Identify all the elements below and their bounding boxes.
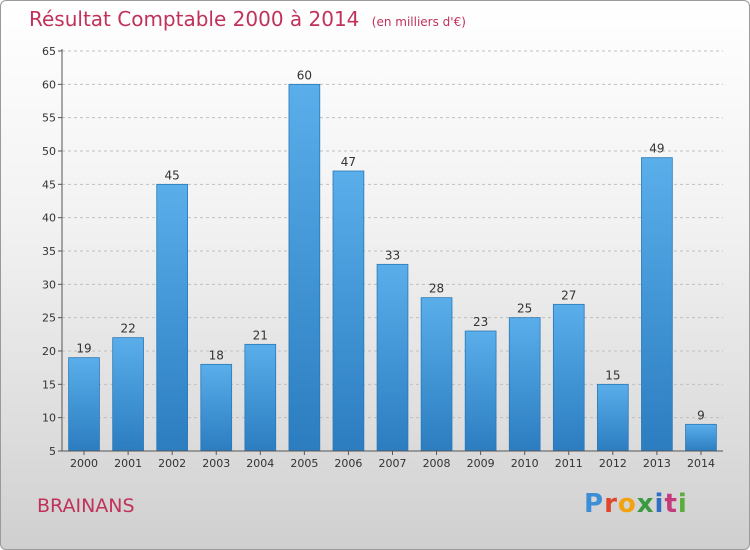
y-tick-label: 20 [42, 345, 56, 358]
x-tick-label: 2008 [423, 457, 451, 470]
bar-value-label: 23 [473, 315, 488, 329]
x-tick-label: 2010 [511, 457, 539, 470]
y-tick-label: 45 [42, 178, 56, 191]
chart-unit: (en milliers d'€) [371, 15, 466, 29]
bar-value-label: 47 [341, 155, 356, 169]
x-tick-label: 2003 [202, 457, 230, 470]
y-tick-label: 15 [42, 378, 56, 391]
y-tick-label: 65 [42, 45, 56, 58]
bar-value-label: 25 [517, 302, 532, 316]
bar-value-label: 27 [561, 288, 576, 302]
x-tick-label: 2011 [555, 457, 583, 470]
y-tick-label: 35 [42, 245, 56, 258]
bar-value-label: 15 [605, 368, 620, 382]
y-tick-label: 55 [42, 112, 56, 125]
bar-2012 [597, 383, 629, 452]
bar-value-label: 60 [297, 68, 312, 82]
x-tick-label: 2006 [334, 457, 362, 470]
y-tick-label: 60 [42, 78, 56, 91]
x-tick-label: 2009 [467, 457, 495, 470]
y-tick-label: 5 [49, 445, 56, 458]
y-tick-label: 40 [42, 212, 56, 225]
bar-2004 [244, 343, 277, 452]
x-tick-label: 2007 [379, 457, 407, 470]
bar-2001 [112, 337, 144, 452]
bar-2009 [464, 330, 497, 452]
x-tick-label: 2002 [158, 457, 186, 470]
x-tick-label: 2004 [246, 457, 274, 470]
bar-2007 [376, 263, 409, 452]
y-tick-label: 50 [42, 145, 56, 158]
x-tick-label: 2012 [599, 457, 627, 470]
bar-value-label: 18 [209, 348, 224, 362]
bar-2005 [288, 83, 321, 452]
y-tick-label: 30 [42, 278, 56, 291]
bar-2011 [552, 303, 585, 452]
bar-2008 [420, 297, 453, 452]
bar-value-label: 9 [697, 408, 705, 422]
bar-value-label: 22 [120, 322, 135, 336]
bar-value-label: 21 [253, 328, 268, 342]
x-tick-label: 2014 [687, 457, 715, 470]
chart-title: Résultat Comptable 2000 à 2014 (en milli… [29, 7, 466, 31]
chart-title-text: Résultat Comptable 2000 à 2014 [29, 7, 360, 31]
proxiti-logo: Proxiti [584, 489, 688, 519]
commune-name: BRAINANS [37, 495, 135, 517]
x-tick-label: 2013 [643, 457, 671, 470]
x-tick-label: 2001 [114, 457, 142, 470]
bar-value-label: 45 [165, 168, 180, 182]
bar-2006 [332, 170, 365, 452]
bar-2010 [508, 317, 541, 452]
bar-value-label: 19 [76, 342, 91, 356]
x-tick-label: 2000 [70, 457, 98, 470]
x-tick-label: 2005 [290, 457, 318, 470]
y-tick-label: 25 [42, 312, 56, 325]
bar-2003 [200, 363, 233, 452]
bar-value-label: 49 [649, 142, 664, 156]
bar-2000 [68, 357, 100, 452]
bar-value-label: 28 [429, 282, 444, 296]
bar-2013 [641, 157, 673, 452]
bar-2014 [685, 423, 717, 452]
y-tick-label: 10 [42, 412, 56, 425]
bar-value-label: 33 [385, 248, 400, 262]
bar-2002 [156, 183, 188, 452]
